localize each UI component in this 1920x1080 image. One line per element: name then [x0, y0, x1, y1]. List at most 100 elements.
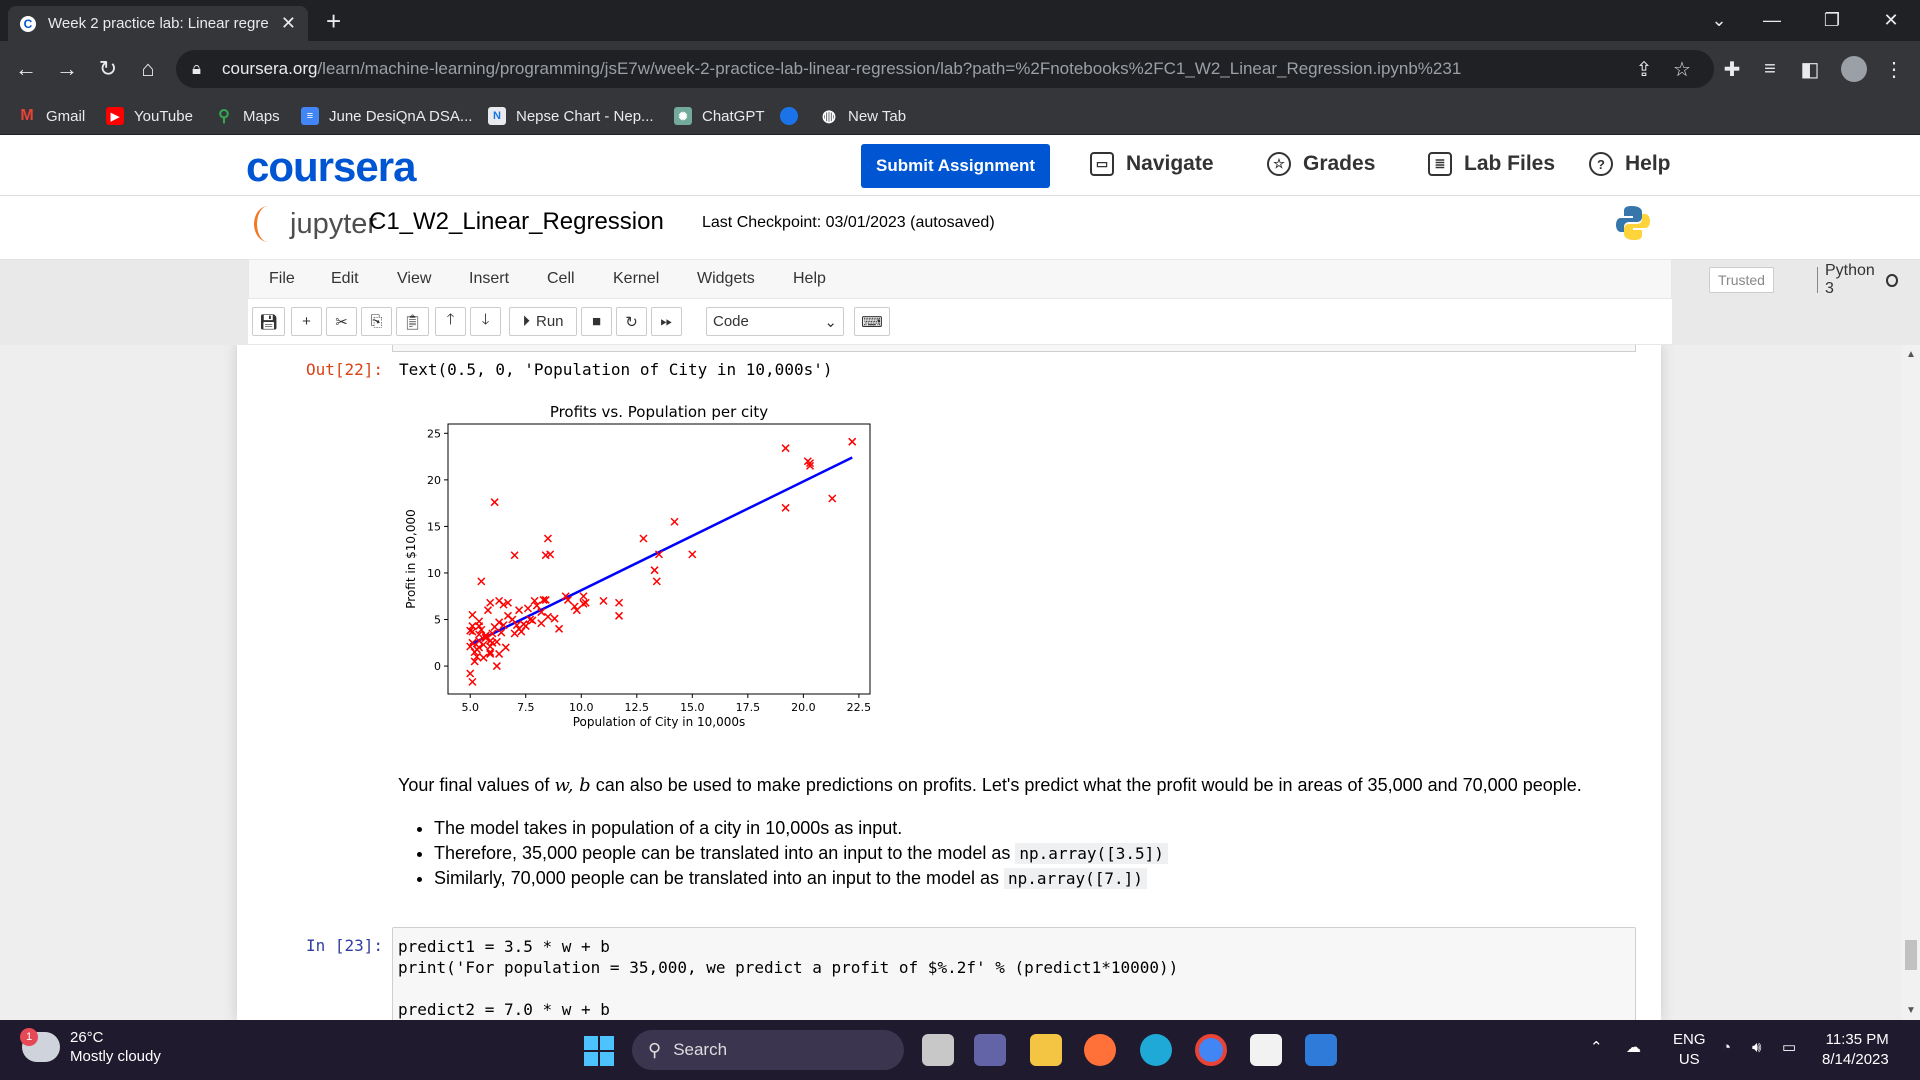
scroll-down-icon[interactable]: ▼	[1906, 1005, 1916, 1016]
plot-area	[447, 423, 871, 695]
navigate-button[interactable]: ▭ Navigate	[1090, 152, 1214, 176]
clock[interactable]: 11:35 PM 8/14/2023	[1822, 1031, 1889, 1068]
jupyter-logo[interactable]: jupyter	[254, 206, 377, 242]
code-cell[interactable]: predict1 = 3.5 * w + b print('For populat…	[392, 927, 1636, 1027]
file-explorer-icon[interactable]	[1030, 1034, 1062, 1066]
copy-icon[interactable]: ⎘	[361, 307, 392, 336]
bookmark-chatgpt[interactable]: ✺ ChatGPT	[674, 97, 765, 135]
trusted-indicator[interactable]: Trusted	[1709, 267, 1774, 293]
coursera-logo[interactable]: coursera	[246, 143, 416, 190]
task-view-icon[interactable]	[922, 1034, 954, 1066]
window-close-icon[interactable]: ✕	[1883, 10, 1899, 30]
battery-icon[interactable]: ▭	[1782, 1039, 1797, 1056]
list-item-text: The model takes in population of a city …	[434, 818, 903, 838]
browser-tab-active[interactable]: C Week 2 practice lab: Linear regre ✕	[8, 6, 308, 41]
menu-kernel[interactable]: Kernel	[613, 270, 660, 287]
menu-insert[interactable]: Insert	[469, 270, 510, 287]
bookmark-unnamed[interactable]	[780, 97, 808, 135]
markdown-cell: Your final values of w, b can also be us…	[398, 775, 1638, 891]
menu-widgets[interactable]: Widgets	[697, 270, 755, 287]
y-tick-label: 15	[427, 520, 441, 533]
y-axis-label: Profit in $10,000	[404, 509, 418, 609]
data-point	[579, 592, 588, 601]
minimize-icon[interactable]: —	[1763, 10, 1781, 30]
share-icon[interactable]: ⇪	[1635, 58, 1653, 81]
move-up-icon[interactable]: 🡑	[435, 307, 466, 336]
data-point	[490, 622, 499, 631]
menu-help[interactable]: Help	[793, 270, 826, 287]
meet-icon[interactable]	[974, 1034, 1006, 1066]
scrollbar-thumb[interactable]	[1905, 940, 1917, 970]
submit-assignment-button[interactable]: Submit Assignment	[861, 144, 1050, 188]
bookmark-gmail[interactable]: M Gmail	[18, 97, 85, 135]
bookmark-june-desiqna[interactable]: ≡ June DesiQnA DSA...	[301, 97, 472, 135]
new-tab-icon[interactable]: +	[326, 6, 342, 36]
insert-cell-icon[interactable]: +	[291, 307, 322, 336]
onedrive-icon[interactable]: ☁	[1626, 1039, 1641, 1056]
tab-close-icon[interactable]: ✕	[280, 13, 296, 33]
restart-icon[interactable]: ↻	[616, 307, 647, 336]
reading-list-icon[interactable]: ≡	[1764, 57, 1776, 80]
jupyter-header: jupyter C1_W2_Linear_Regression Last Che…	[0, 196, 1920, 260]
markdown-paragraph: Your final values of w, b can also be us…	[398, 775, 1638, 796]
back-icon[interactable]: ←	[15, 56, 37, 81]
forward-icon[interactable]: →	[56, 56, 78, 81]
kernel-name: Python 3	[1825, 262, 1875, 297]
save-icon[interactable]: 💾︎	[252, 307, 286, 336]
show-hidden-icons-icon[interactable]: ⌃	[1590, 1039, 1603, 1056]
paste-icon[interactable]: 📋︎	[396, 307, 430, 336]
restore-icon[interactable]: ❐	[1823, 10, 1841, 30]
bookmark-new-tab[interactable]: ◍ New Tab	[820, 97, 906, 135]
menu-cell[interactable]: Cell	[547, 270, 575, 287]
keyboard-shortcuts-icon[interactable]: ⌨	[854, 307, 890, 336]
taskbar-search[interactable]: ⚲ Search	[632, 1030, 904, 1070]
photos-icon[interactable]	[1305, 1034, 1337, 1066]
bookmark-youtube[interactable]: ▶ YouTube	[106, 97, 193, 135]
cell-type-select[interactable]: Code ⌄	[706, 307, 844, 336]
scrollbar[interactable]: ▲ ▼	[1902, 345, 1920, 1020]
reload-icon[interactable]: ↻	[98, 56, 118, 81]
interrupt-icon[interactable]: ■	[581, 307, 612, 336]
store-icon[interactable]	[1250, 1034, 1282, 1066]
x-tick-label: 20.0	[791, 701, 816, 714]
jupyter-menubar: File Edit View Insert Cell Kernel Widget…	[248, 259, 1898, 299]
data-point	[537, 608, 546, 617]
move-down-icon[interactable]: 🡓	[470, 307, 501, 336]
x-tick-label: 10.0	[569, 701, 594, 714]
data-point	[481, 631, 490, 640]
lab-files-button[interactable]: ≣ Lab Files	[1428, 152, 1555, 176]
grades-button[interactable]: ☆ Grades	[1267, 152, 1375, 176]
extensions-icon[interactable]: ✚	[1723, 58, 1741, 81]
inline-code: np.array([7.])	[1004, 868, 1147, 889]
menu-edit[interactable]: Edit	[331, 270, 359, 287]
volume-icon[interactable]: 🔊︎	[1752, 1039, 1762, 1056]
chrome-icon[interactable]	[1195, 1034, 1227, 1066]
bookmark-maps[interactable]: ⚲ Maps	[215, 97, 280, 135]
run-button[interactable]: ⏵ Run	[509, 307, 577, 336]
tab-search-chevron-icon[interactable]: ⌄	[1711, 10, 1727, 30]
windows-start-icon[interactable]	[584, 1036, 614, 1066]
cut-icon[interactable]: ✂	[326, 307, 357, 336]
wifi-icon[interactable]: ◔	[1722, 1039, 1732, 1056]
menu-kebab-icon[interactable]: ⋮	[1884, 58, 1904, 81]
data-point	[530, 596, 539, 605]
avatar[interactable]	[1838, 53, 1870, 85]
help-button[interactable]: ? Help	[1589, 152, 1671, 176]
menu-view[interactable]: View	[397, 270, 432, 287]
side-panel-icon[interactable]: ◧	[1800, 58, 1820, 81]
language-indicator[interactable]: ENG US	[1673, 1031, 1706, 1068]
notebook-name[interactable]: C1_W2_Linear_Regression	[369, 208, 664, 235]
weather-widget[interactable]: 1 26°C Mostly cloudy	[20, 1028, 161, 1066]
restart-run-all-icon[interactable]: ⏩︎	[651, 307, 682, 336]
bookmark-nepse-chart[interactable]: N Nepse Chart - Nep...	[488, 97, 654, 135]
code-line	[398, 978, 1630, 999]
bookmark-star-icon[interactable]: ☆	[1673, 58, 1691, 81]
bookmark-label: New Tab	[848, 107, 907, 125]
scroll-up-icon[interactable]: ▲	[1906, 349, 1916, 360]
address-bar[interactable]: 🔒︎ coursera.org/learn/machine-learning/p…	[176, 50, 1714, 88]
home-icon[interactable]: ⌂	[141, 56, 155, 81]
menu-file[interactable]: File	[269, 270, 295, 287]
edge-icon[interactable]	[1140, 1034, 1172, 1066]
firefox-icon[interactable]	[1084, 1034, 1116, 1066]
help-icon: ?	[1589, 152, 1613, 176]
